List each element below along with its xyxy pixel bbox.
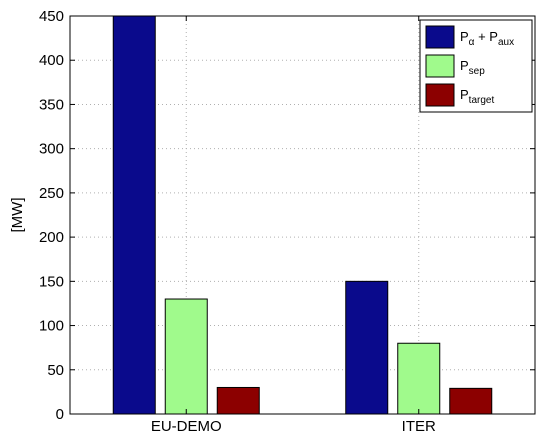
legend-entry-label: Psep [460, 58, 485, 77]
bar-1-0 [345, 280, 389, 415]
y-tick-label: 300 [39, 141, 64, 158]
bar-0-1 [164, 298, 208, 415]
legend-entry-label: Ptarget [460, 87, 494, 106]
y-tick-label: 0 [56, 406, 64, 423]
y-tick-label: 350 [39, 96, 64, 113]
y-tick-label: 250 [39, 185, 64, 202]
bar-0-2 [216, 386, 260, 415]
y-axis-label: [MW] [9, 198, 26, 233]
y-tick-label: 200 [39, 229, 64, 246]
axes-box [69, 15, 536, 415]
bar-1-2 [449, 387, 493, 415]
x-tick-label: ITER [402, 418, 436, 434]
x-tick-label: EU-DEMO [151, 418, 222, 434]
legend-swatch [425, 25, 455, 49]
bar-0-0 [112, 15, 156, 415]
legend-swatch [425, 83, 455, 107]
legend-entry-label: Pα + Paux [460, 29, 514, 48]
y-tick-label: 400 [39, 52, 64, 69]
y-tick-label: 150 [39, 273, 64, 290]
legend-swatch [425, 54, 455, 78]
bar-1-1 [397, 342, 441, 415]
y-tick-label: 50 [47, 362, 64, 379]
legend: Pα + Paux Psep Ptarget [419, 19, 533, 113]
y-tick-label: 450 [39, 8, 64, 25]
y-tick-label: 100 [39, 318, 64, 335]
